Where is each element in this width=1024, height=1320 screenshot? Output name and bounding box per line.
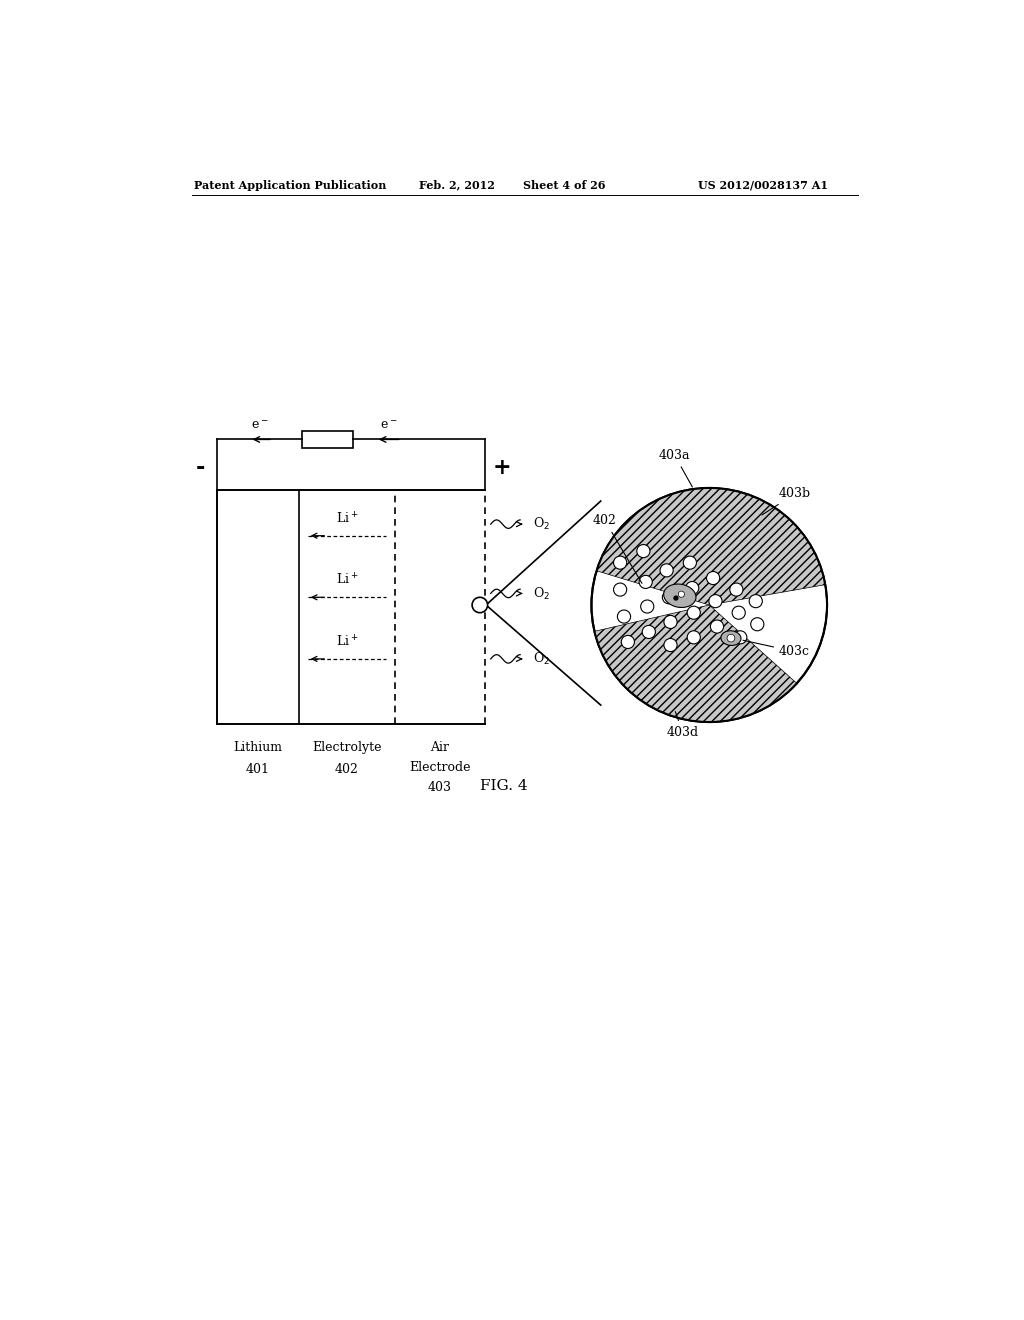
Circle shape [687,631,700,644]
Circle shape [622,635,635,648]
Circle shape [686,582,698,594]
Circle shape [663,591,676,603]
Circle shape [613,583,627,597]
Text: O$_2$: O$_2$ [534,651,550,667]
Text: FIG. 4: FIG. 4 [480,779,527,793]
Text: US 2012/0028137 A1: US 2012/0028137 A1 [697,180,827,191]
Circle shape [750,594,762,607]
Text: Feb. 2, 2012: Feb. 2, 2012 [419,180,495,191]
Circle shape [687,606,700,619]
Bar [302,430,352,447]
Text: e$^-$: e$^-$ [380,418,398,432]
Ellipse shape [721,631,741,645]
Text: Li$^+$: Li$^+$ [336,573,358,589]
Ellipse shape [664,583,696,607]
Circle shape [617,610,631,623]
Circle shape [732,606,745,619]
Circle shape [733,631,746,644]
Text: Air: Air [430,742,450,754]
Circle shape [592,488,827,722]
Circle shape [751,618,764,631]
Text: Electrolyte: Electrolyte [312,742,382,754]
Circle shape [707,572,720,585]
Circle shape [674,597,678,601]
Circle shape [660,564,673,577]
Text: +: + [493,457,511,479]
Circle shape [678,591,684,598]
Circle shape [664,615,677,628]
Wedge shape [595,605,797,722]
Circle shape [727,635,735,642]
Circle shape [683,556,696,569]
Circle shape [664,639,677,652]
Text: Li$^+$: Li$^+$ [336,511,358,527]
Text: Sheet 4 of 26: Sheet 4 of 26 [523,180,606,191]
Text: Electrode: Electrode [410,762,471,775]
Circle shape [639,576,652,589]
Text: Patent Application Publication: Patent Application Publication [194,180,386,191]
Circle shape [730,583,743,597]
Circle shape [637,545,650,557]
Text: O$_2$: O$_2$ [534,516,550,532]
Text: 403: 403 [428,781,452,795]
Text: O$_2$: O$_2$ [534,585,550,602]
Circle shape [642,626,655,639]
Circle shape [613,556,627,569]
Text: Lithium: Lithium [233,742,283,754]
Text: 401: 401 [246,763,269,776]
Circle shape [641,601,654,612]
Text: 402: 402 [593,515,642,583]
Text: Li$^+$: Li$^+$ [336,635,358,649]
Circle shape [472,597,487,612]
Text: 403d: 403d [667,711,698,739]
Circle shape [709,594,722,607]
Text: 403a: 403a [658,449,692,487]
Text: -: - [196,457,205,479]
Wedge shape [597,488,825,605]
Text: 402: 402 [335,763,358,776]
Circle shape [711,620,724,634]
Text: e$^-$: e$^-$ [251,418,268,432]
Text: 403c: 403c [743,640,810,659]
Text: 403b: 403b [762,487,811,515]
